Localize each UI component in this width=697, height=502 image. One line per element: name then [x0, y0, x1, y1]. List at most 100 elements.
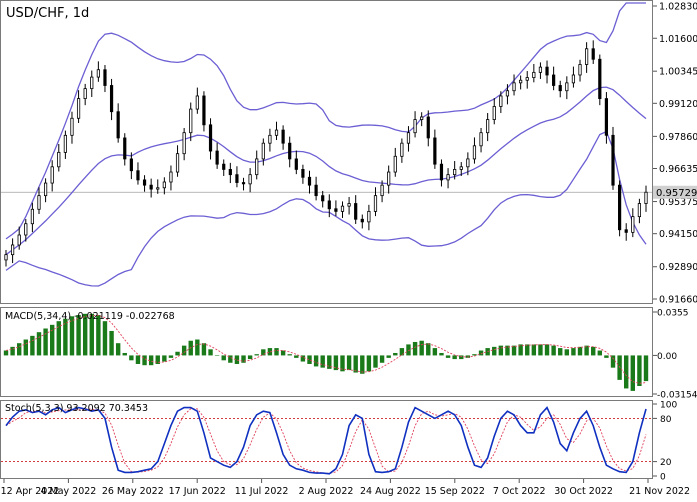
- candle: [261, 138, 265, 166]
- candle: [532, 63, 536, 83]
- candle-body: [637, 203, 642, 218]
- candle: [347, 196, 351, 215]
- price-tick-label: 1.00345: [659, 67, 697, 78]
- candle-body: [202, 95, 206, 126]
- macd-bar: [208, 349, 213, 356]
- candle-body: [525, 77, 529, 81]
- candle: [426, 110, 430, 147]
- candle: [340, 201, 345, 218]
- candle-body: [76, 98, 81, 119]
- macd-bar: [511, 345, 517, 356]
- macd-bar: [261, 349, 266, 356]
- candle-body: [538, 66, 543, 73]
- macd-bar: [241, 355, 246, 363]
- candle-body: [585, 48, 589, 65]
- macd-bar: [551, 345, 556, 356]
- stoch-tick-label: 20: [660, 458, 672, 468]
- candle: [459, 162, 463, 176]
- candle: [274, 121, 279, 141]
- candle-body: [162, 181, 166, 189]
- candle-body: [17, 234, 21, 246]
- candle: [446, 168, 450, 189]
- macd-bar: [340, 355, 345, 372]
- candle: [208, 118, 213, 160]
- candle: [327, 194, 331, 218]
- macd-bar: [571, 348, 576, 356]
- candle: [156, 179, 160, 194]
- macd-bar: [168, 355, 174, 358]
- candle: [314, 176, 318, 201]
- candle-body: [30, 208, 34, 225]
- macd-bar: [610, 355, 616, 368]
- macd-bar: [274, 348, 279, 356]
- candle-body: [116, 111, 120, 139]
- candle: [637, 198, 642, 224]
- candle-body: [268, 134, 272, 144]
- macd-bar: [247, 355, 253, 360]
- candle-body: [413, 119, 417, 134]
- candle: [241, 177, 246, 191]
- candle: [195, 87, 199, 114]
- macd-bar: [531, 344, 537, 356]
- candle-body: [373, 195, 378, 212]
- macd-panel[interactable]: [3, 313, 649, 391]
- candle: [83, 83, 87, 106]
- price-panel[interactable]: [1, 2, 652, 287]
- candle: [604, 92, 609, 144]
- candle-body: [486, 119, 490, 134]
- candle: [50, 160, 54, 192]
- candle-body: [354, 203, 358, 220]
- macd-bar: [492, 346, 497, 356]
- stoch-main-line: [5, 406, 647, 475]
- candle: [354, 195, 358, 224]
- candle-body: [314, 184, 318, 197]
- macd-bar: [76, 315, 81, 356]
- bollinger-middle-band: [5, 86, 647, 256]
- candle: [162, 177, 166, 195]
- candle: [565, 76, 569, 100]
- candle: [228, 162, 232, 184]
- svg-text:0.95729: 0.95729: [656, 188, 697, 199]
- candle-body: [604, 98, 609, 136]
- candle: [512, 74, 516, 96]
- time-label: 21 Nov 2022: [629, 486, 690, 497]
- price-tick-label: 1.02830: [659, 2, 697, 13]
- candle: [525, 71, 529, 89]
- candle-body: [123, 137, 127, 160]
- candle: [519, 75, 523, 90]
- candle: [215, 142, 219, 169]
- candle: [591, 40, 595, 64]
- candle: [255, 150, 259, 180]
- macd-bar: [406, 344, 411, 356]
- candle-body: [96, 69, 100, 78]
- candle: [235, 166, 239, 188]
- macd-bar: [465, 355, 471, 358]
- candle: [420, 112, 424, 127]
- candle: [301, 164, 305, 184]
- macd-bar: [267, 348, 273, 356]
- candle-body: [367, 210, 371, 223]
- macd-bar: [346, 355, 352, 371]
- current-price-tag: 0.95729: [653, 185, 697, 199]
- candle: [307, 170, 312, 194]
- price-tick-label: 0.99120: [659, 99, 697, 110]
- macd-tick-label: 0.0355: [657, 309, 689, 319]
- candle-body: [439, 163, 444, 181]
- candle: [96, 61, 100, 82]
- macd-bar: [445, 355, 451, 358]
- macd-bar: [10, 346, 15, 356]
- macd-bar: [142, 355, 147, 366]
- candle: [70, 111, 74, 144]
- candle: [222, 159, 226, 176]
- candle-body: [156, 187, 160, 190]
- candle: [288, 136, 292, 168]
- candle-body: [453, 169, 457, 176]
- stoch-panel[interactable]: [1, 406, 652, 475]
- macd-bar: [109, 330, 114, 356]
- macd-bar: [412, 341, 418, 356]
- macd-bar: [214, 355, 220, 356]
- macd-bar: [478, 350, 484, 356]
- candle: [479, 127, 483, 153]
- macd-bar: [498, 345, 504, 356]
- candle-body: [624, 229, 628, 233]
